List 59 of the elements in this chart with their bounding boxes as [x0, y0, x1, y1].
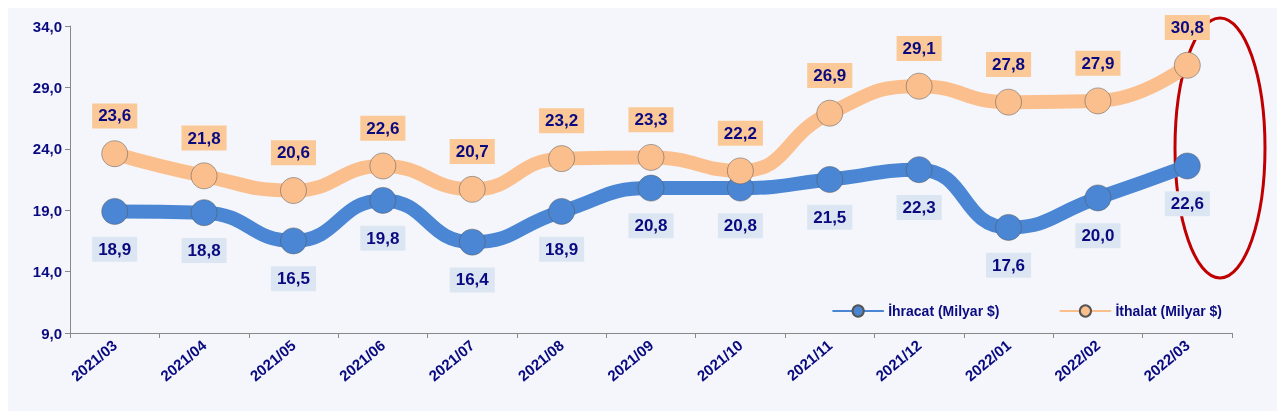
data-label: 26,9: [813, 65, 847, 85]
data-label: 17,6: [991, 255, 1026, 275]
data-label: 27,9: [1081, 53, 1115, 73]
point: [727, 157, 754, 185]
data-label: 16,5: [276, 269, 311, 289]
point: [101, 198, 128, 225]
point: [459, 228, 486, 256]
data-label: 27,8: [991, 54, 1026, 74]
data-label: 18,9: [98, 239, 132, 259]
point: [637, 144, 665, 171]
point: [548, 198, 575, 225]
data-label: 16,4: [455, 270, 490, 290]
data-label: 29,1: [902, 38, 936, 58]
point: [280, 177, 307, 204]
data-label: 20,0: [1081, 226, 1115, 246]
data-label: 23,3: [634, 110, 668, 130]
data-label: 20,7: [455, 142, 489, 162]
point: [101, 140, 128, 167]
data-label: 18,9: [545, 239, 579, 259]
point: [905, 156, 933, 183]
point: [369, 152, 397, 180]
point: [1084, 87, 1112, 115]
data-label: 18,8: [187, 240, 221, 260]
legend-label: İthalat (Milyar $): [1115, 303, 1223, 319]
point: [1174, 52, 1201, 79]
point: [369, 187, 397, 214]
point: [548, 145, 575, 172]
data-label: 22,6: [1170, 194, 1204, 214]
data-label: 21,5: [813, 207, 847, 227]
point: [1084, 184, 1112, 212]
y-tick-label: 19,0: [32, 201, 62, 219]
point: [459, 176, 486, 203]
data-label: 20,8: [723, 216, 757, 236]
legend-label: İhracat (Milyar $): [888, 303, 1000, 319]
data-label: 19,8: [366, 228, 400, 248]
data-label: 22,2: [723, 123, 757, 143]
point: [905, 72, 933, 100]
point: [190, 162, 218, 190]
point: [637, 174, 665, 202]
data-label: 22,6: [366, 118, 400, 138]
point: [190, 199, 218, 226]
point: [1174, 152, 1201, 180]
data-label: 21,8: [187, 128, 221, 148]
data-label: 22,3: [902, 197, 936, 217]
point: [280, 227, 307, 255]
point: [995, 214, 1022, 241]
data-label: 23,6: [98, 106, 132, 126]
data-label: 20,8: [634, 216, 668, 236]
data-label: 30,8: [1170, 18, 1204, 38]
y-tick-label: 29,0: [32, 78, 62, 96]
y-tick-label: 34,0: [32, 17, 62, 35]
y-tick-label: 14,0: [32, 263, 62, 281]
y-tick-label: 24,0: [32, 140, 62, 158]
data-label: 23,2: [545, 111, 579, 131]
y-tick-label: 9,0: [41, 324, 62, 342]
point: [816, 166, 844, 193]
point: [995, 88, 1022, 116]
point: [816, 99, 844, 127]
data-label: 20,6: [276, 143, 311, 163]
